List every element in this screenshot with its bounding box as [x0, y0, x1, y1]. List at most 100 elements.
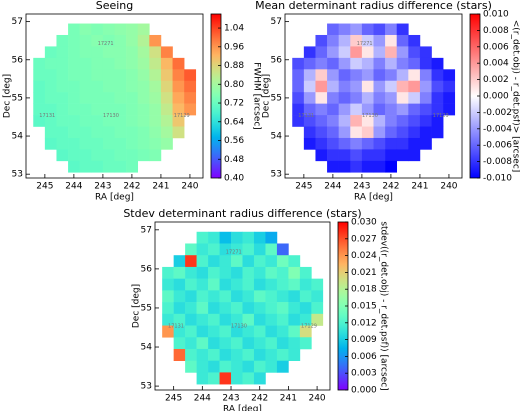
heatmap-cell	[327, 80, 339, 93]
heatmap-cell	[338, 137, 351, 150]
heatmap-cell	[303, 80, 316, 93]
heatmap-cell	[431, 115, 444, 127]
heatmap-cell	[102, 34, 115, 47]
heatmap-cell	[431, 103, 444, 116]
heatmap-cell	[231, 266, 243, 279]
heatmap-cell	[172, 57, 185, 70]
heatmap-cell	[91, 34, 104, 47]
heatmap-cell	[292, 115, 305, 127]
heatmap-cell	[373, 126, 386, 139]
heatmap-cell	[303, 115, 316, 127]
heatmap-cell	[114, 160, 127, 173]
heatmap-cell	[327, 149, 339, 162]
heatmap-cell	[172, 69, 185, 82]
colorbar-tick-label: 0.021	[351, 268, 377, 278]
heatmap-cell	[396, 92, 409, 104]
heatmap-cell	[350, 34, 363, 47]
heatmap-cell	[126, 34, 139, 47]
y-tick-label: 54	[271, 132, 283, 142]
heatmap-cell	[44, 46, 57, 59]
plot-frame	[25, 13, 204, 179]
heatmap-cell	[208, 255, 220, 268]
heatmap-cell	[173, 337, 186, 350]
colorbar-tick-label: 0.009	[351, 335, 377, 345]
heatmap-cell	[288, 325, 301, 338]
heatmap-cell	[126, 69, 139, 82]
heatmap-cell	[327, 46, 339, 59]
heatmap-cell	[385, 69, 398, 82]
x-tick-label: 240	[440, 182, 457, 192]
heatmap-cell	[419, 92, 432, 104]
heatmap-cell	[114, 69, 127, 82]
colorbar-tick-label: -0.002	[483, 108, 512, 118]
heatmap-cell	[44, 80, 57, 93]
heatmap-cell	[185, 243, 197, 256]
heatmap-cell	[102, 115, 115, 127]
heatmap-cell	[162, 290, 174, 303]
heatmap-cell	[33, 115, 46, 127]
heatmap-cell	[68, 92, 80, 104]
heatmap-cell	[44, 57, 57, 70]
heatmap-cell	[33, 69, 46, 82]
heatmap-cell	[219, 325, 232, 338]
heatmap-cell	[162, 325, 174, 338]
heatmap-cell	[102, 80, 115, 93]
heatmap-cell	[44, 103, 57, 116]
heatmap-cell	[385, 103, 398, 116]
heatmap-cell	[443, 69, 456, 82]
heatmap-cell	[276, 255, 289, 268]
heatmap-cell	[114, 34, 127, 47]
heatmap-cell	[443, 80, 456, 93]
heatmap-cell	[102, 23, 115, 36]
heatmap-cell	[242, 243, 255, 256]
heatmap-cell	[196, 278, 209, 291]
heatmap-cell	[33, 80, 46, 93]
heatmap-cell	[173, 348, 186, 361]
y-tick-label: 55	[12, 93, 23, 103]
heatmap-cell	[149, 137, 162, 150]
heatmap-cell	[68, 103, 80, 116]
heatmap-cell	[56, 149, 69, 162]
colorbar-tick-label: 0.006	[351, 352, 377, 362]
heatmap-cell	[56, 34, 69, 47]
heatmap-cell	[91, 92, 104, 104]
heatmap-cell	[419, 80, 432, 93]
heatmap-cell	[315, 80, 328, 93]
heatmap-cell	[231, 337, 243, 350]
heatmap-cell	[162, 278, 174, 291]
heatmap-cell	[126, 137, 139, 150]
heatmap-cell	[419, 103, 432, 116]
heatmap-cell	[361, 46, 374, 59]
x-tick-label: 244	[194, 394, 211, 404]
heatmap-cell	[172, 80, 185, 93]
heatmap-cell	[173, 255, 186, 268]
heatmap-cell	[338, 80, 351, 93]
x-tick-label: 245	[295, 182, 312, 192]
heatmap-cell	[56, 92, 69, 104]
heatmap-cell	[253, 360, 266, 373]
heatmap-cell	[33, 92, 46, 104]
heatmap-cell	[91, 80, 104, 93]
heatmap-cell	[68, 160, 80, 173]
heatmap-cell	[160, 92, 173, 104]
heatmap-cell	[253, 348, 266, 361]
heatmap-cell	[91, 115, 104, 127]
heatmap-cell	[338, 34, 351, 47]
heatmap-cell	[184, 80, 197, 93]
colorbar-tick-label: 0.006	[483, 42, 509, 52]
heatmap-cell	[265, 337, 278, 350]
heatmap-cell	[265, 231, 278, 244]
colorbar-tick-label: 0.48	[224, 155, 244, 165]
y-axis-label: Dec [deg]	[132, 284, 142, 328]
x-tick-label: 240	[181, 182, 198, 192]
heatmap-cell	[396, 46, 409, 59]
heatmap-cell	[276, 325, 289, 338]
heatmap-cell	[79, 34, 92, 47]
heatmap-cell	[231, 360, 243, 373]
field-label: 17131	[168, 324, 184, 330]
heatmap-cell	[208, 266, 220, 279]
colorbar-tick-label: 0.000	[351, 386, 377, 396]
heatmap-cell	[79, 103, 92, 116]
heatmap-cell	[315, 92, 328, 104]
heatmap-cell	[276, 290, 289, 303]
